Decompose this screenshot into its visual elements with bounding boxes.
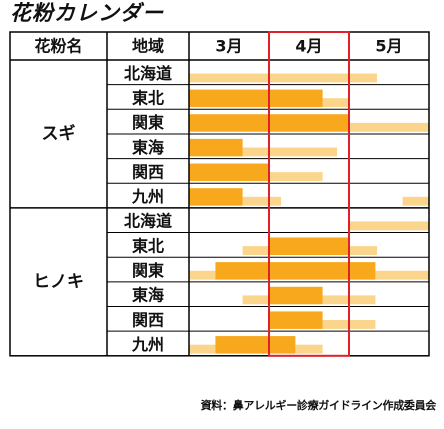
grid-layer	[9, 31, 430, 357]
row-sugi-1-label: 東北	[132, 88, 164, 107]
row-sugi-1-light-bar-0	[322, 98, 349, 108]
row-sugi-1-peak-bar-0	[189, 89, 323, 108]
header-pollen: 花粉名	[34, 37, 82, 56]
row-sugi-4-peak-bar-0	[189, 163, 269, 182]
row-sugi-0-light-bar-0	[189, 73, 377, 83]
row-sugi-4-label: 関西	[132, 162, 164, 181]
source-note: 資料：鼻アレルギー診療ガイドライン作成委員会	[200, 399, 437, 412]
row-sugi-0-label: 北海道	[124, 64, 172, 83]
row-hinoki-0-light-bar-0	[349, 221, 429, 231]
row-hinoki-5-light-bar-1	[295, 344, 323, 354]
header-month-3: 3月	[215, 37, 242, 56]
header-month-4: 4月	[295, 37, 322, 56]
pollen-label-hinoki: ヒノキ	[33, 272, 84, 292]
row-sugi-3-light-bar-0	[242, 147, 337, 157]
row-hinoki-3-label: 東海	[132, 286, 164, 305]
pollen-label-sugi: スギ	[42, 124, 76, 144]
row-hinoki-3-light-bar-0	[242, 295, 269, 305]
row-hinoki-2-light-bar-0	[189, 270, 216, 280]
row-sugi-5-light-bar-1	[402, 196, 429, 206]
row-hinoki-2-light-bar-1	[375, 270, 429, 280]
chart-title: 花粉カレンダー	[10, 1, 164, 25]
row-sugi-3-peak-bar-0	[189, 138, 243, 157]
highlight-april	[268, 31, 350, 357]
row-hinoki-1-light-bar-0	[242, 246, 269, 255]
row-sugi-3-label: 東海	[132, 138, 164, 157]
row-hinoki-0-label: 北海道	[124, 212, 172, 231]
row-sugi-5-peak-bar-0	[189, 188, 243, 206]
table-frame	[9, 31, 430, 357]
row-hinoki-2-label: 関東	[132, 261, 164, 280]
row-hinoki-3-peak-bar-0	[269, 286, 323, 305]
row-hinoki-4-peak-bar-0	[269, 311, 323, 329]
row-hinoki-4-label: 関西	[132, 310, 164, 329]
bars-layer	[189, 73, 429, 354]
row-hinoki-5-light-bar-0	[189, 344, 216, 354]
row-sugi-5-light-bar-0	[242, 196, 281, 206]
row-hinoki-1-peak-bar-0	[269, 237, 349, 255]
row-hinoki-5-label: 九州	[131, 335, 164, 354]
row-hinoki-5-peak-bar-0	[215, 336, 296, 354]
row-hinoki-2-peak-bar-0	[215, 262, 376, 280]
header-month-5: 5月	[375, 37, 402, 56]
row-sugi-5-label: 九州	[131, 187, 164, 206]
row-hinoki-1-light-bar-1	[349, 246, 377, 255]
row-sugi-4-light-bar-0	[269, 172, 323, 182]
row-sugi-2-light-bar-0	[349, 122, 429, 132]
header-region: 地域	[132, 37, 164, 56]
row-sugi-2-label: 関東	[132, 113, 164, 132]
row-hinoki-1-label: 東北	[132, 236, 164, 255]
